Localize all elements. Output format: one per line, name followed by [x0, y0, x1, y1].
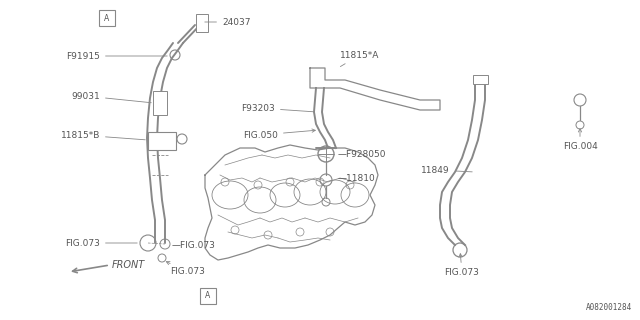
FancyBboxPatch shape	[196, 14, 208, 32]
Text: F91915: F91915	[66, 52, 167, 60]
Text: FIG.004: FIG.004	[563, 129, 597, 151]
Polygon shape	[205, 145, 378, 260]
Text: FIG.050: FIG.050	[243, 129, 316, 140]
Text: A: A	[205, 292, 211, 300]
Text: 99031: 99031	[71, 92, 151, 103]
FancyBboxPatch shape	[99, 10, 115, 26]
FancyBboxPatch shape	[472, 75, 488, 84]
Text: 11815*A: 11815*A	[340, 51, 380, 67]
Text: FIG.073: FIG.073	[445, 254, 479, 277]
Text: —11810: —11810	[338, 173, 376, 182]
FancyBboxPatch shape	[200, 288, 216, 304]
FancyBboxPatch shape	[153, 91, 167, 115]
Text: FIG.073: FIG.073	[65, 238, 137, 247]
Text: FIG.073: FIG.073	[166, 262, 205, 276]
Text: A: A	[104, 13, 109, 22]
Text: —F928050: —F928050	[338, 149, 387, 158]
Text: F93203: F93203	[241, 103, 314, 113]
Text: 11849: 11849	[421, 165, 472, 174]
Polygon shape	[310, 68, 440, 110]
Text: A082001284: A082001284	[586, 303, 632, 312]
Text: 24037: 24037	[205, 18, 250, 27]
Text: FRONT: FRONT	[112, 260, 145, 270]
Text: —FIG.073: —FIG.073	[172, 241, 216, 250]
Text: 11815*B: 11815*B	[61, 131, 145, 140]
FancyBboxPatch shape	[148, 132, 176, 150]
